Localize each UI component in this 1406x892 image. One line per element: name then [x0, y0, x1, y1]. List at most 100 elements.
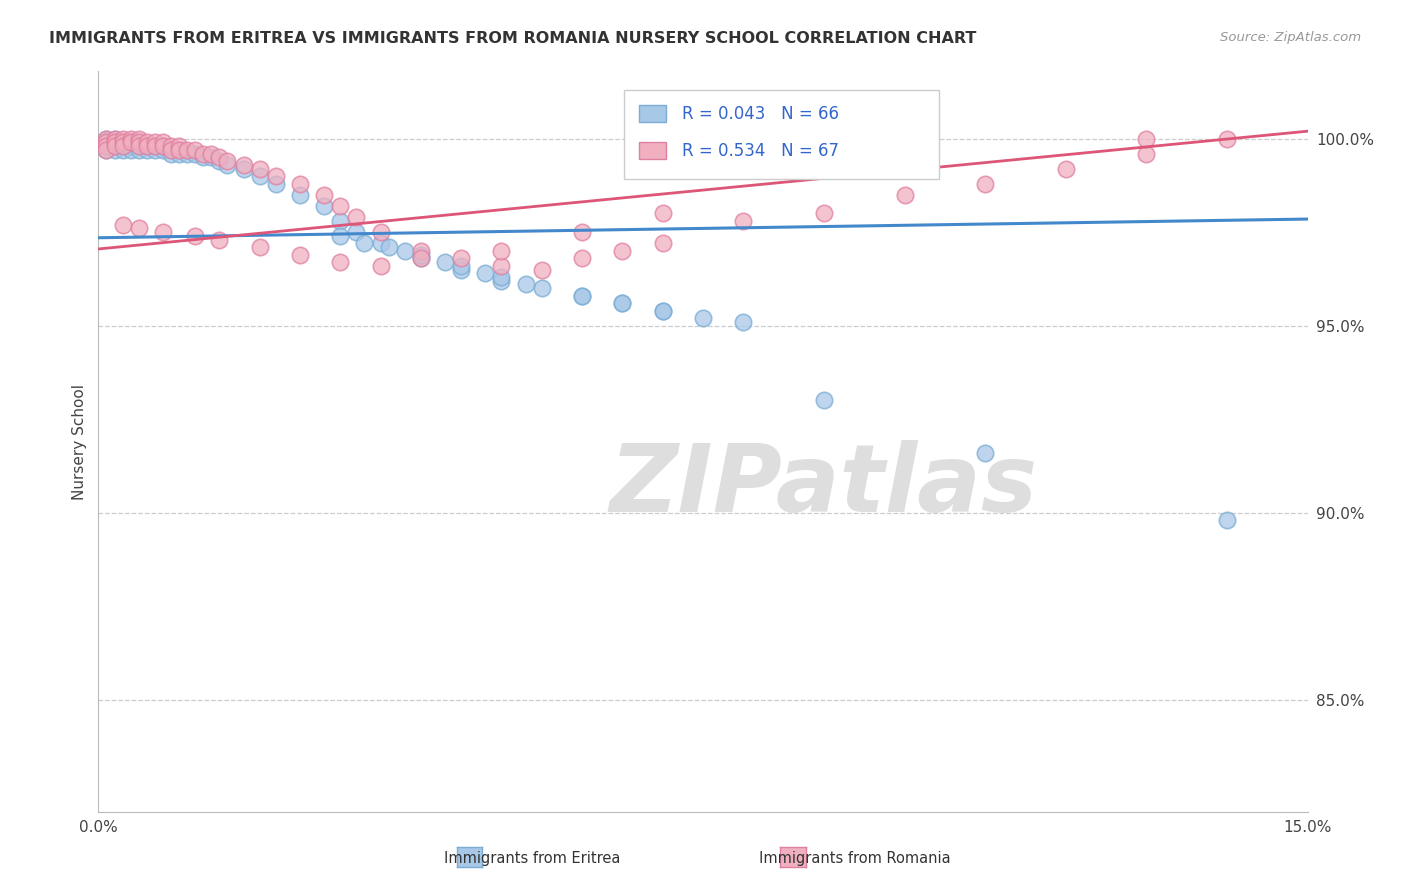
Point: [120, 139, 142, 153]
Point: [193, 150, 215, 164]
Point: [515, 277, 537, 292]
Point: [249, 169, 271, 183]
Point: [409, 244, 432, 258]
Point: [329, 199, 352, 213]
Point: [530, 262, 553, 277]
Point: [474, 266, 496, 280]
Point: [120, 143, 142, 157]
Point: [103, 131, 125, 145]
Point: [651, 303, 673, 318]
Point: [160, 139, 183, 153]
Point: [120, 136, 142, 150]
Point: [1054, 161, 1077, 176]
Point: [176, 146, 198, 161]
Point: [111, 218, 134, 232]
Point: [103, 139, 125, 153]
Point: [160, 146, 183, 161]
Point: [353, 236, 375, 251]
Point: [692, 311, 714, 326]
FancyBboxPatch shape: [638, 143, 665, 159]
Point: [111, 139, 134, 153]
Point: [314, 199, 336, 213]
Point: [409, 247, 432, 261]
Point: [96, 143, 118, 157]
Y-axis label: Nursery School: Nursery School: [72, 384, 87, 500]
Point: [152, 143, 174, 157]
Point: [370, 225, 392, 239]
Point: [329, 255, 352, 269]
Point: [176, 143, 198, 157]
Point: [434, 255, 457, 269]
Point: [329, 228, 352, 243]
Point: [491, 259, 513, 273]
Point: [184, 228, 207, 243]
Point: [143, 139, 166, 153]
Point: [571, 289, 593, 303]
Point: [152, 139, 174, 153]
Text: Immigrants from Eritrea: Immigrants from Eritrea: [420, 851, 620, 865]
Point: [111, 136, 134, 150]
Point: [160, 143, 183, 157]
Point: [200, 146, 222, 161]
Point: [813, 393, 835, 408]
Point: [143, 139, 166, 153]
Point: [167, 146, 190, 161]
Point: [530, 281, 553, 295]
Point: [111, 136, 134, 150]
Point: [651, 303, 673, 318]
Point: [96, 143, 118, 157]
Point: [128, 139, 150, 153]
Point: [103, 143, 125, 157]
Text: IMMIGRANTS FROM ERITREA VS IMMIGRANTS FROM ROMANIA NURSERY SCHOOL CORRELATION CH: IMMIGRANTS FROM ERITREA VS IMMIGRANTS FR…: [49, 31, 977, 46]
Point: [394, 244, 416, 258]
Point: [128, 131, 150, 145]
Point: [167, 143, 190, 157]
Point: [288, 187, 311, 202]
Point: [288, 177, 311, 191]
Point: [96, 136, 118, 150]
Point: [370, 259, 392, 273]
Point: [152, 136, 174, 150]
Point: [128, 143, 150, 157]
Point: [128, 136, 150, 150]
Point: [612, 296, 634, 310]
Point: [208, 150, 231, 164]
Point: [329, 214, 352, 228]
Point: [344, 225, 367, 239]
Point: [733, 315, 755, 329]
Text: Source: ZipAtlas.com: Source: ZipAtlas.com: [1220, 31, 1361, 45]
Point: [167, 143, 190, 157]
Point: [377, 240, 399, 254]
Point: [96, 131, 118, 145]
Point: [135, 136, 157, 150]
Point: [491, 244, 513, 258]
Text: R = 0.043   N = 66: R = 0.043 N = 66: [682, 104, 839, 122]
Point: [1135, 146, 1157, 161]
Point: [409, 252, 432, 266]
Point: [120, 131, 142, 145]
Point: [135, 139, 157, 153]
Point: [1135, 131, 1157, 145]
Text: ZIPatlas: ZIPatlas: [610, 440, 1038, 532]
Point: [217, 158, 239, 172]
Point: [1216, 513, 1239, 527]
Point: [135, 139, 157, 153]
Point: [96, 131, 118, 145]
Point: [184, 143, 207, 157]
Point: [491, 270, 513, 285]
Point: [491, 274, 513, 288]
Point: [450, 259, 472, 273]
Point: [651, 236, 673, 251]
Point: [111, 143, 134, 157]
Point: [974, 177, 997, 191]
Point: [733, 214, 755, 228]
Point: [232, 161, 254, 176]
Point: [612, 244, 634, 258]
Point: [120, 136, 142, 150]
Point: [450, 262, 472, 277]
Point: [111, 131, 134, 145]
Point: [128, 136, 150, 150]
Point: [612, 296, 634, 310]
Point: [344, 210, 367, 224]
Point: [167, 139, 190, 153]
